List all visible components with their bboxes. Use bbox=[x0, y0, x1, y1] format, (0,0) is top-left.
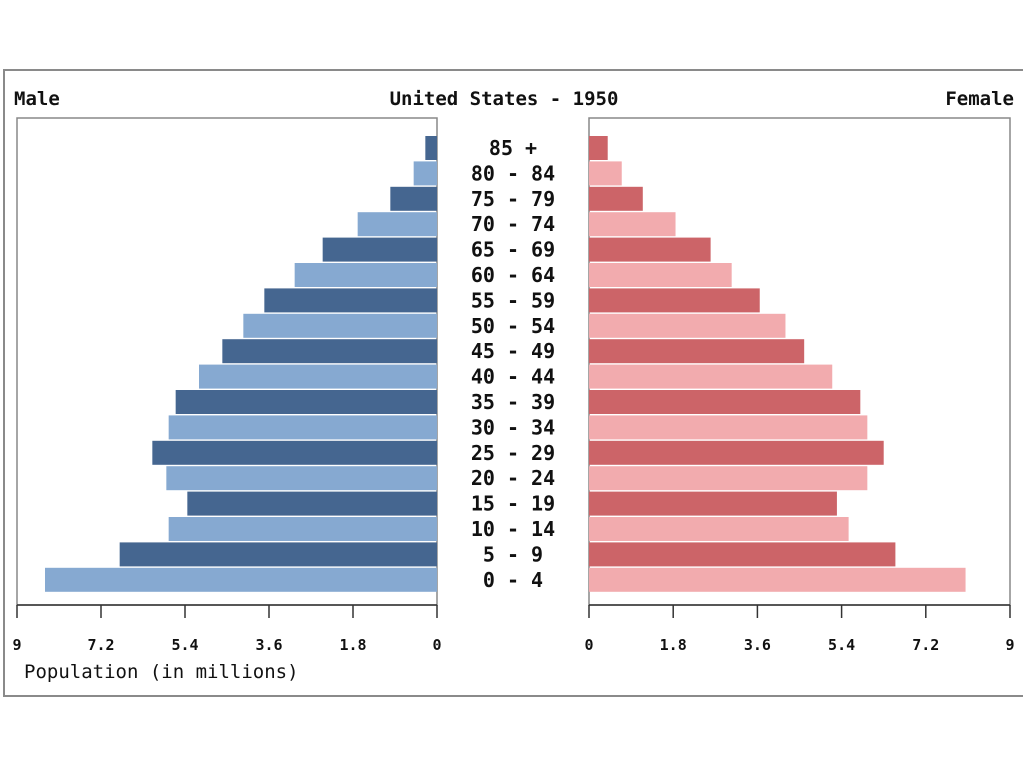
x-tick-label: 5.4 bbox=[828, 636, 855, 654]
male-bars bbox=[45, 136, 438, 592]
female-bar bbox=[589, 339, 805, 364]
female-bar bbox=[589, 263, 732, 287]
male-bar bbox=[390, 186, 437, 211]
female-bar bbox=[589, 466, 868, 491]
x-tick-label: 7.2 bbox=[87, 636, 114, 654]
x-tick-label: 9 bbox=[12, 636, 21, 654]
age-group-label: 45 - 49 bbox=[471, 339, 555, 363]
age-group-label: 25 - 29 bbox=[471, 441, 555, 465]
female-bar bbox=[589, 186, 643, 211]
x-tick-label: 0 bbox=[432, 636, 441, 654]
age-group-label: 75 - 79 bbox=[471, 187, 555, 211]
x-tick-label: 3.6 bbox=[744, 636, 771, 654]
female-bar bbox=[589, 364, 833, 389]
age-group-label: 10 - 14 bbox=[471, 517, 555, 541]
female-bars bbox=[589, 136, 966, 592]
male-bar bbox=[166, 466, 438, 491]
x-tick-label: 9 bbox=[1005, 636, 1014, 654]
male-bar bbox=[294, 263, 437, 287]
age-group-label: 30 - 34 bbox=[471, 415, 555, 439]
female-bar bbox=[589, 491, 837, 516]
chart-title: United States - 1950 bbox=[390, 88, 619, 110]
male-label: Male bbox=[14, 88, 60, 110]
male-bar bbox=[152, 440, 438, 465]
x-axis-ticks: 9 7.2 5.4 3.6 1.8 0 0 1.8 3.6 5.4 7.2 9 bbox=[12, 605, 1015, 654]
female-bar bbox=[589, 390, 861, 414]
age-group-label: 15 - 19 bbox=[471, 492, 555, 516]
male-bar bbox=[222, 339, 437, 364]
male-bar bbox=[187, 491, 437, 516]
x-tick-label: 5.4 bbox=[171, 636, 198, 654]
age-group-label: 85 + bbox=[489, 136, 537, 160]
male-bar bbox=[45, 567, 437, 592]
age-group-label: 35 - 39 bbox=[471, 390, 555, 414]
age-group-label: 65 - 69 bbox=[471, 238, 555, 262]
male-bar bbox=[199, 364, 437, 389]
male-bar bbox=[168, 517, 437, 541]
male-bar bbox=[168, 415, 437, 440]
female-bar bbox=[589, 161, 622, 186]
female-bar bbox=[589, 313, 786, 338]
age-group-label: 70 - 74 bbox=[471, 212, 555, 236]
female-bar bbox=[589, 212, 676, 237]
age-group-label: 55 - 59 bbox=[471, 288, 555, 312]
female-bar bbox=[589, 440, 884, 465]
female-bar bbox=[589, 567, 966, 592]
female-label: Female bbox=[945, 88, 1014, 110]
x-axis-label: Population (in millions) bbox=[24, 661, 299, 683]
age-group-label: 50 - 54 bbox=[471, 314, 555, 338]
x-tick-label: 3.6 bbox=[255, 636, 282, 654]
female-bar bbox=[589, 237, 711, 262]
x-tick-label: 0 bbox=[584, 636, 593, 654]
age-group-label: 20 - 24 bbox=[471, 466, 555, 490]
male-bar bbox=[357, 212, 437, 237]
female-bar bbox=[589, 415, 868, 440]
x-tick-label: 1.8 bbox=[660, 636, 687, 654]
age-group-label: 5 - 9 bbox=[483, 542, 543, 566]
male-bar bbox=[175, 390, 437, 414]
female-bar bbox=[589, 288, 760, 313]
male-bar bbox=[322, 237, 437, 262]
male-bar bbox=[243, 313, 437, 338]
x-tick-label: 1.8 bbox=[339, 636, 366, 654]
male-bar bbox=[425, 136, 437, 160]
female-bar bbox=[589, 517, 849, 541]
age-group-label: 80 - 84 bbox=[471, 161, 555, 185]
x-tick-label: 7.2 bbox=[912, 636, 939, 654]
age-group-label: 40 - 44 bbox=[471, 365, 555, 389]
male-bar bbox=[413, 161, 437, 186]
female-bar bbox=[589, 136, 608, 160]
male-bar bbox=[119, 542, 438, 567]
age-group-label: 60 - 64 bbox=[471, 263, 555, 287]
age-group-label: 0 - 4 bbox=[483, 568, 543, 592]
male-bar bbox=[264, 288, 437, 313]
female-bar bbox=[589, 542, 896, 567]
